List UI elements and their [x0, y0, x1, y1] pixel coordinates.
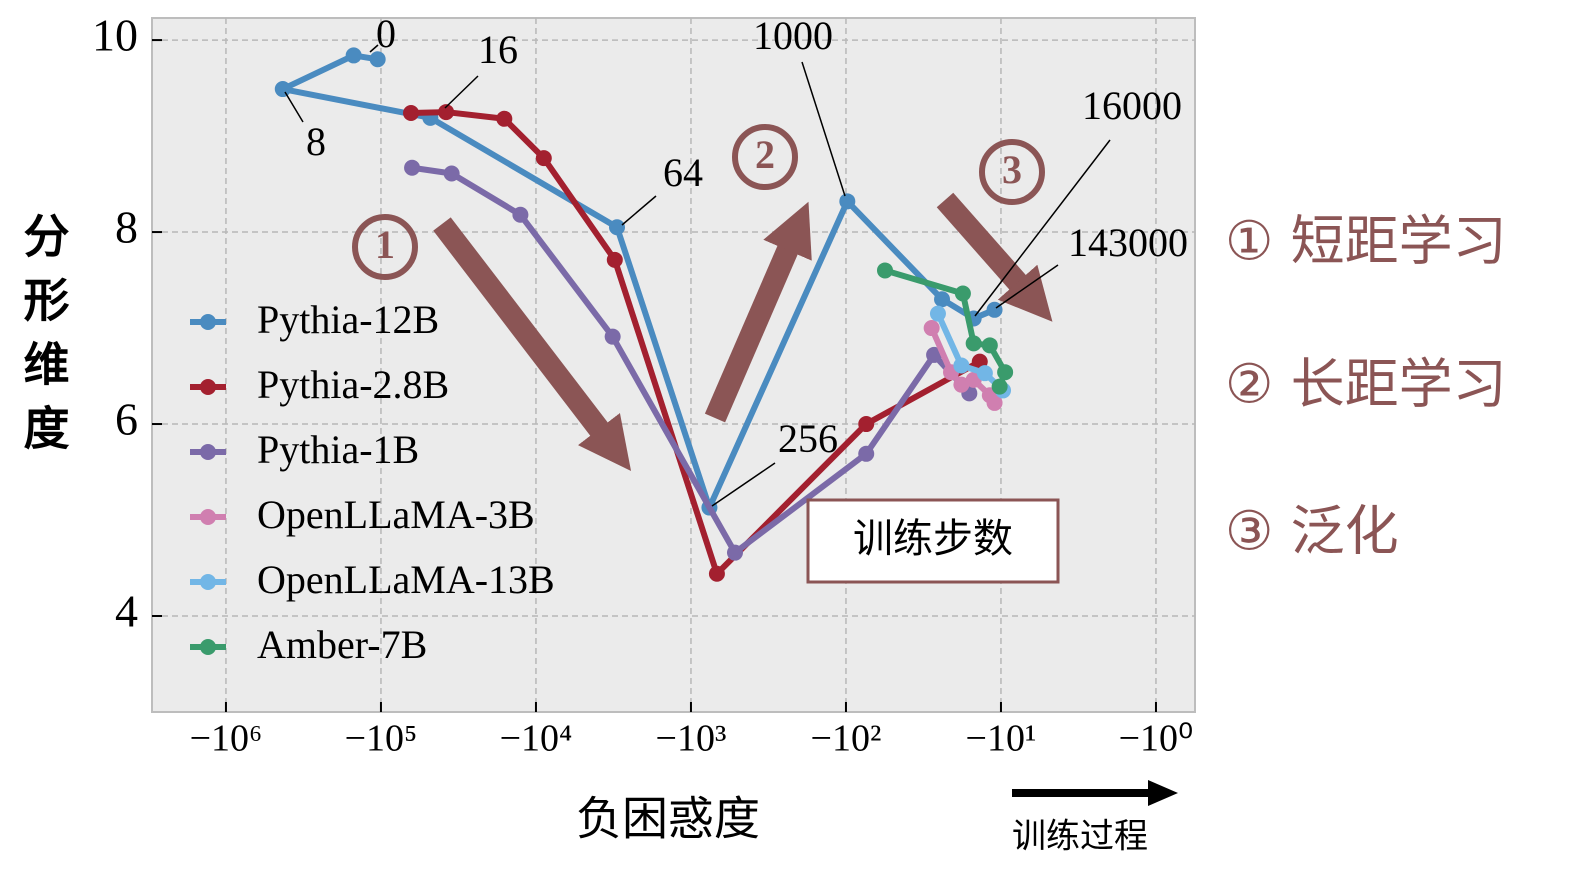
point: [976, 365, 993, 382]
point: [726, 544, 743, 561]
y-tick-label: 6: [115, 394, 138, 445]
annotation-line: [444, 75, 479, 109]
point: [512, 206, 529, 223]
annotation: 1000: [753, 13, 833, 58]
annotation-line: [284, 91, 304, 123]
legend: Pythia-12B Pythia-2.8B Pythia-1B OpenLLaMA-…: [190, 297, 555, 667]
phase-marker: 1: [375, 222, 395, 267]
x-tick-label: −10⁰: [1119, 718, 1194, 760]
trend-arrow: [433, 217, 632, 471]
point: [609, 219, 626, 236]
y-tick-label: 10: [92, 10, 138, 61]
point: [986, 394, 1003, 411]
point: [991, 378, 1008, 395]
point: [402, 105, 419, 122]
progress-label: 训练过程: [1012, 817, 1148, 857]
legend-marker: [200, 444, 216, 460]
annotation: 0: [376, 11, 396, 56]
legend-label: OpenLLaMA-13B: [257, 557, 555, 602]
y-tick-label: 8: [115, 202, 138, 253]
legend-marker: [200, 379, 216, 395]
annotation: 256: [778, 416, 838, 461]
legend-label: Pythia-1B: [257, 427, 419, 472]
annotation: 64: [663, 150, 703, 195]
point: [839, 193, 856, 210]
point: [953, 357, 970, 374]
point: [858, 416, 875, 433]
x-tick-label: −10⁶: [190, 718, 263, 760]
phase-label: ② 长距学习: [1225, 353, 1507, 416]
annotation-line: [711, 462, 776, 507]
annotation: 8: [306, 119, 326, 164]
point: [929, 305, 946, 322]
x-tick-label: −10¹: [966, 718, 1037, 760]
legend-marker: [200, 314, 216, 330]
phase-marker: 2: [755, 132, 775, 177]
point: [274, 81, 291, 98]
annotation: 143000: [1068, 220, 1188, 265]
y-tick-label: 4: [115, 586, 138, 637]
point: [404, 159, 421, 176]
x-tick-label: −10⁵: [345, 718, 418, 760]
point: [438, 104, 455, 121]
point: [369, 51, 386, 68]
phase-label: ① 短距学习: [1225, 210, 1507, 273]
point: [443, 165, 460, 182]
point: [858, 445, 875, 462]
progress-arrow-head: [1148, 780, 1178, 806]
annotation: 16: [478, 27, 518, 72]
box-label: 训练步数: [853, 516, 1013, 562]
annotation-line: [621, 195, 657, 226]
phase-circle: [732, 124, 798, 190]
phase-label: ③ 泛化: [1225, 500, 1399, 563]
x-tick-label: −10³: [656, 718, 727, 760]
annotation: 16000: [1082, 83, 1182, 128]
point: [535, 150, 552, 167]
point: [997, 364, 1014, 381]
x-tick-label: −10⁴: [500, 718, 573, 760]
trend-arrow: [936, 192, 1053, 322]
series-line: [279, 52, 996, 511]
point: [926, 346, 943, 363]
series-line: [411, 164, 972, 556]
legend-marker: [200, 574, 216, 590]
annotation-line: [995, 264, 1059, 309]
point: [981, 337, 998, 354]
point: [953, 376, 970, 393]
point: [604, 328, 621, 345]
phase-circle: [352, 214, 418, 280]
annotations: 0 16 8 64 256 1000 16000 143000: [284, 11, 1188, 507]
grid: [152, 18, 1195, 712]
legend-label: Amber-7B: [257, 622, 427, 667]
legend-label: OpenLLaMA-3B: [257, 492, 535, 537]
x-axis-label: 负困惑度: [576, 792, 760, 846]
legend-label: Pythia-2.8B: [257, 362, 449, 407]
x-tick-label: −10²: [811, 718, 882, 760]
y-axis-label: 分形维度: [17, 212, 71, 468]
legend-marker: [200, 639, 216, 655]
point: [986, 301, 1003, 318]
trend-arrow: [704, 201, 812, 423]
point: [708, 565, 725, 582]
point: [876, 262, 893, 279]
marks: [274, 47, 1014, 582]
legend-label: Pythia-12B: [257, 297, 439, 342]
plot-area: [151, 17, 1196, 713]
box: [806, 498, 1060, 584]
annotation-line: [801, 61, 846, 197]
annotation-line: [974, 139, 1111, 317]
point: [923, 320, 940, 337]
point: [345, 47, 362, 64]
point: [934, 291, 951, 308]
series-line: [410, 109, 982, 577]
point: [954, 285, 971, 302]
legend-marker: [200, 509, 216, 525]
point: [496, 110, 513, 127]
point: [606, 251, 623, 268]
phase-circle: [979, 139, 1045, 205]
annotation-line: [369, 44, 379, 53]
phase-marker: 3: [1002, 147, 1022, 192]
point: [965, 335, 982, 352]
